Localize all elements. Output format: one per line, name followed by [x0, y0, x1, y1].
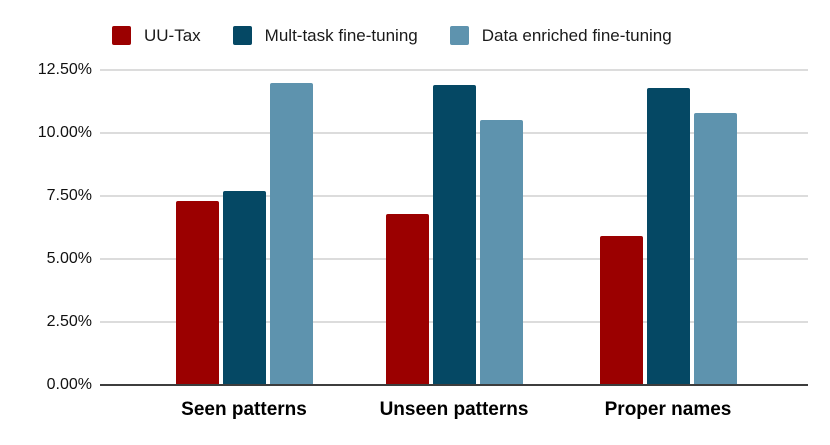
y-axis-tick-label: 10.00% — [37, 124, 92, 141]
legend-label: UU-Tax — [144, 26, 201, 45]
legend-item[interactable]: Data enriched fine-tuning — [449, 26, 672, 45]
legend-swatch-icon — [112, 26, 131, 45]
x-axis-label: Proper names — [604, 399, 732, 420]
legend-label: Data enriched fine-tuning — [481, 26, 672, 45]
y-axis-tick-label: 12.50% — [37, 61, 92, 78]
bar[interactable] — [479, 120, 523, 385]
y-axis-tick-label: 2.50% — [46, 313, 92, 330]
bar[interactable] — [222, 190, 266, 385]
x-axis-label: Unseen patterns — [379, 399, 529, 420]
bar[interactable] — [432, 85, 476, 385]
legend-item[interactable]: UU-Tax — [112, 26, 201, 45]
legend-swatch-icon — [232, 26, 252, 45]
gridline — [100, 69, 808, 71]
legend-label: Mult-task fine-tuning — [264, 26, 418, 45]
x-axis-line — [100, 384, 808, 386]
y-axis-tick-label: 5.00% — [46, 250, 92, 267]
legend-swatch-icon — [449, 26, 469, 45]
legend-item[interactable]: Mult-task fine-tuning — [232, 26, 418, 45]
plot-area — [100, 69, 808, 386]
bar-group — [175, 82, 313, 385]
x-axis-label: Seen patterns — [181, 399, 307, 420]
bar-group — [599, 87, 737, 385]
bar[interactable] — [385, 213, 429, 385]
y-axis-tick-label: 7.50% — [46, 187, 92, 204]
bar[interactable] — [599, 236, 643, 385]
bar[interactable] — [175, 201, 219, 385]
bar-group — [385, 85, 523, 385]
bar[interactable] — [269, 82, 313, 385]
bar[interactable] — [646, 87, 690, 385]
legend: UU-Tax Mult-task fine-tuning Data enriched… — [112, 26, 672, 45]
y-axis-tick-label: 0.00% — [46, 376, 92, 393]
bar[interactable] — [693, 112, 737, 385]
